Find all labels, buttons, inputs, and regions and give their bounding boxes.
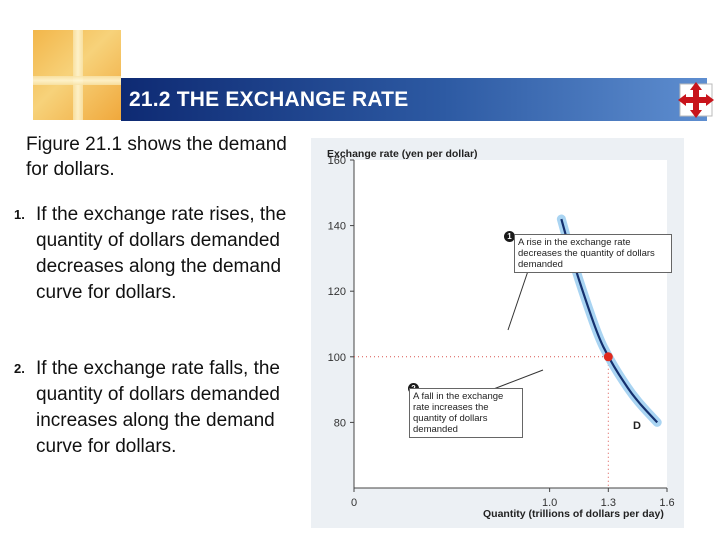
annotation-badge: 1 [504,231,515,242]
list-number: 1. [14,207,25,222]
y-tick-label: 120 [328,286,346,298]
y-tick-label: 100 [328,352,346,364]
list-text: If the exchange rate rises, the quantity… [36,204,287,303]
annotation-callout: A fall in the exchange rate increases th… [409,388,523,438]
demand-chart: 80 100 120 140 160 0 1.0 1.3 1.6 Exchange rate (… [311,138,684,528]
y-axis-label: Exchange rate (yen per dollar) [327,148,478,160]
equilibrium-point [603,352,613,362]
y-tick-label: 160 [328,155,346,167]
y-tick-label: 140 [328,221,346,233]
x-tick-label: 1.6 [659,497,674,509]
decorative-cross-vertical [73,30,83,120]
series-label: D [633,420,641,432]
intro-text: Figure 21.1 shows the demand for dollars… [26,134,287,180]
x-tick-label: 1.0 [542,497,557,509]
list-text: If the exchange rate falls, the quantity… [36,358,280,457]
title-bar: 21.2 THE EXCHANGE RATE [121,78,707,121]
slide-title: 21.2 THE EXCHANGE RATE [129,88,409,111]
decorative-cross-block [33,30,121,120]
annotation-callout: A rise in the exchange rate decreases th… [514,234,672,273]
four-way-arrow-icon[interactable] [676,80,716,120]
leader-line [490,369,544,391]
y-tick-label: 80 [334,417,346,429]
x-tick-label: 1.3 [601,497,616,509]
x-tick-label: 0 [351,497,357,509]
leader-line [507,267,530,331]
x-axis-label: Quantity (trillions of dollars per day) [483,508,664,520]
chart-canvas: 80 100 120 140 160 0 1.0 1.3 1.6 [328,155,675,509]
decorative-cross-horizontal [33,76,121,85]
list-number: 2. [14,361,25,376]
